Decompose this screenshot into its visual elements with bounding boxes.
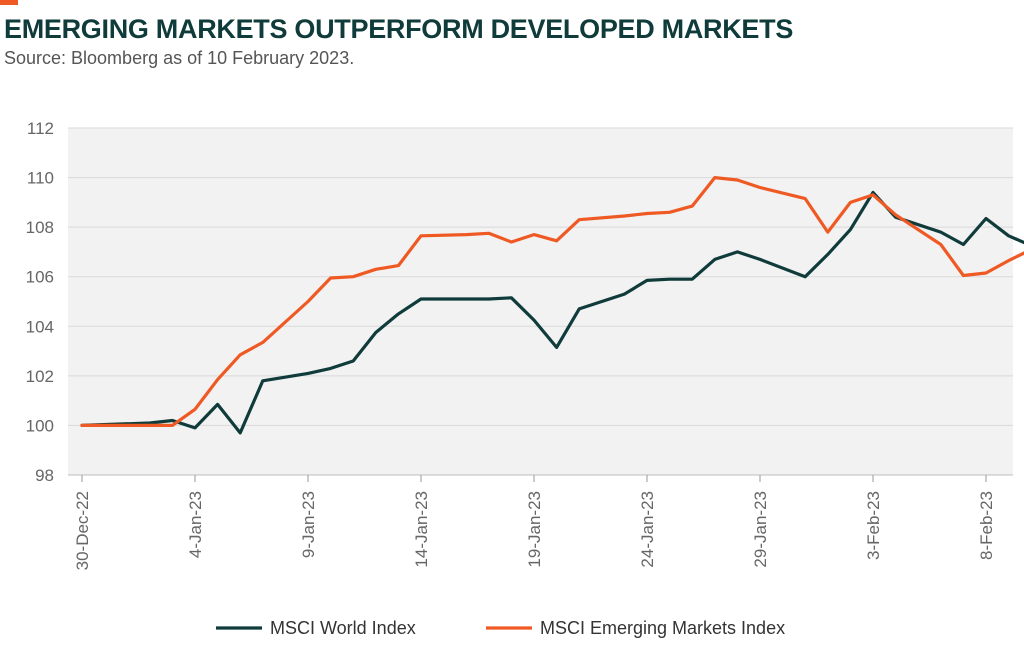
y-tick-label: 110 [27, 169, 54, 188]
x-tick-label: 8-Feb-23 [977, 491, 996, 560]
x-tick-label: 19-Jan-23 [525, 491, 544, 568]
accent-bar [0, 0, 18, 5]
y-tick-label: 98 [35, 466, 54, 485]
y-tick-label: 108 [26, 218, 54, 237]
chart-subtitle: Source: Bloomberg as of 10 February 2023… [4, 48, 355, 68]
series-line-msci-emerging [80, 176, 1024, 427]
legend-item-msci-world: MSCI World Index [270, 618, 416, 638]
x-tick-label: 29-Jan-23 [751, 491, 770, 568]
x-tick-label: 3-Feb-23 [864, 491, 883, 560]
y-tick-label: 102 [26, 367, 54, 386]
x-tick-label: 30-Dec-22 [73, 491, 92, 570]
legend-item-msci-emerging: MSCI Emerging Markets Index [540, 618, 785, 638]
x-tick-label: 14-Jan-23 [412, 491, 431, 568]
y-tick-label: 106 [26, 268, 54, 287]
y-tick-label: 100 [26, 416, 54, 435]
y-tick-label: 104 [26, 317, 54, 336]
x-tick-label: 9-Jan-23 [299, 491, 318, 558]
chart-title: EMERGING MARKETS OUTPERFORM DEVELOPED MA… [4, 14, 794, 44]
x-tick-label: 24-Jan-23 [638, 491, 657, 568]
x-tick-label: 4-Jan-23 [186, 491, 205, 558]
plot-area [68, 128, 1013, 475]
y-tick-label: 112 [27, 119, 54, 138]
